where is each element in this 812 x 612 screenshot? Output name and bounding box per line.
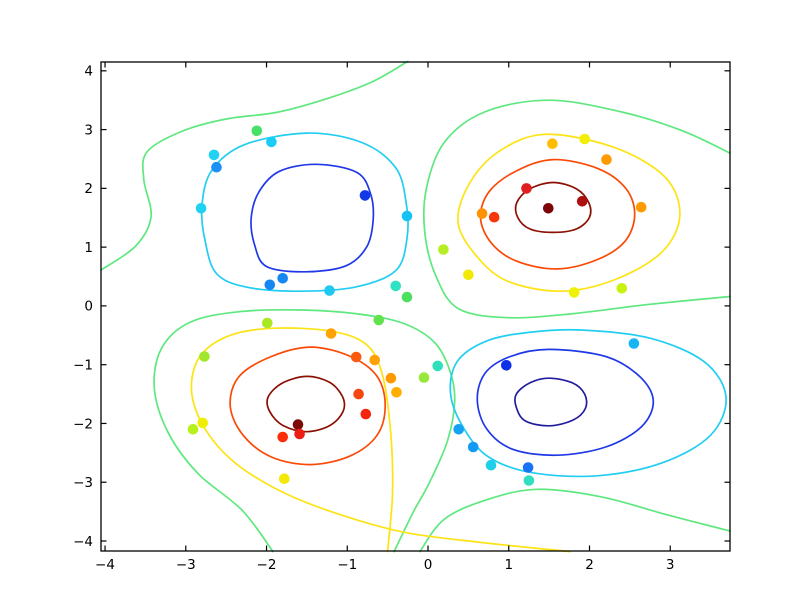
data-point <box>292 419 304 430</box>
data-point <box>369 354 381 366</box>
data-point <box>325 328 337 339</box>
data-point <box>208 149 220 161</box>
data-point <box>391 387 402 398</box>
y-tick-label: 1 <box>84 240 93 256</box>
contour-blue-loop-lower-right <box>476 348 655 457</box>
data-point <box>418 372 430 383</box>
data-point <box>195 203 207 214</box>
y-tick-label: −1 <box>73 358 93 374</box>
data-point <box>543 203 554 214</box>
contour-green-open-upper-right-arc <box>422 99 731 319</box>
data-point <box>211 161 222 173</box>
contour-blue-loop-upper-left <box>250 163 375 273</box>
data-point <box>373 314 385 326</box>
contour-orangered-loop-upper-right <box>479 158 636 270</box>
data-point <box>463 269 474 281</box>
contour-green-open-lower-right-sweep <box>419 488 731 553</box>
data-point <box>488 211 500 223</box>
data-point <box>485 459 497 471</box>
x-tick-label: 1 <box>505 557 514 573</box>
data-point <box>432 360 444 372</box>
data-point <box>522 462 534 473</box>
data-point <box>197 417 208 429</box>
data-point <box>324 285 335 296</box>
data-point <box>616 283 628 294</box>
y-tick-label: −3 <box>73 475 93 491</box>
y-tick-label: −2 <box>73 416 93 432</box>
data-point <box>262 317 273 329</box>
contour-orangered-loop-lower-left <box>229 346 387 466</box>
contour-cyan-loop-lower-right <box>449 328 727 478</box>
data-point <box>521 183 532 194</box>
data-point <box>360 408 372 420</box>
scatter-points <box>187 125 647 486</box>
data-point <box>501 360 512 371</box>
x-tick-label: −1 <box>337 557 357 573</box>
data-point <box>401 210 413 222</box>
x-tick-label: 2 <box>585 557 594 573</box>
y-tick-label: 4 <box>84 64 93 80</box>
data-point <box>467 441 479 453</box>
contour-yellow-loop-upper-right <box>457 133 681 293</box>
contour-yellow-open-lower-left <box>190 327 571 553</box>
data-point <box>601 154 612 165</box>
data-point <box>628 338 640 349</box>
y-tick-label: 3 <box>84 122 93 138</box>
data-point <box>251 125 263 137</box>
data-point <box>390 280 402 292</box>
data-point <box>476 208 488 219</box>
y-tick-label: 0 <box>84 299 93 315</box>
contour-green-open-lower-left-horseshoe <box>153 308 456 553</box>
tick-labels: −4 −3 −2 −1 0 1 2 3 4 3 2 1 0 −1 −2 −3 −4 <box>73 64 674 573</box>
data-point <box>294 428 305 440</box>
data-point <box>438 244 449 255</box>
data-point <box>401 291 413 303</box>
data-point <box>264 279 276 291</box>
x-tick-label: 3 <box>666 557 675 573</box>
contour-lines <box>100 60 731 553</box>
data-point <box>266 136 277 148</box>
data-point <box>199 351 210 362</box>
y-tick-label: −4 <box>73 534 93 550</box>
data-point <box>277 431 289 443</box>
data-point <box>359 190 371 201</box>
contour-maroon-loop-lower-left <box>266 375 346 433</box>
x-tick-label: −3 <box>176 557 196 573</box>
data-point <box>279 473 290 485</box>
contour-green-open-left-squiggle <box>100 60 409 271</box>
data-point <box>187 424 199 435</box>
data-point <box>568 287 580 298</box>
data-point <box>385 372 397 384</box>
x-tick-label: −2 <box>257 557 277 573</box>
contour-navy-loop-lower-right <box>514 377 588 427</box>
x-tick-label: 0 <box>424 557 433 573</box>
data-point <box>547 138 558 149</box>
y-tick-label: 2 <box>84 181 93 197</box>
data-point <box>453 424 465 435</box>
data-point <box>277 273 289 284</box>
data-point <box>353 388 364 400</box>
data-point <box>579 133 590 145</box>
data-point <box>523 475 535 486</box>
data-point <box>635 201 647 213</box>
data-point <box>576 196 588 207</box>
contour-cyan-loop-upper-left <box>200 132 409 293</box>
axes-frame <box>100 61 731 552</box>
data-point <box>350 351 362 363</box>
x-tick-label: −4 <box>95 557 115 573</box>
